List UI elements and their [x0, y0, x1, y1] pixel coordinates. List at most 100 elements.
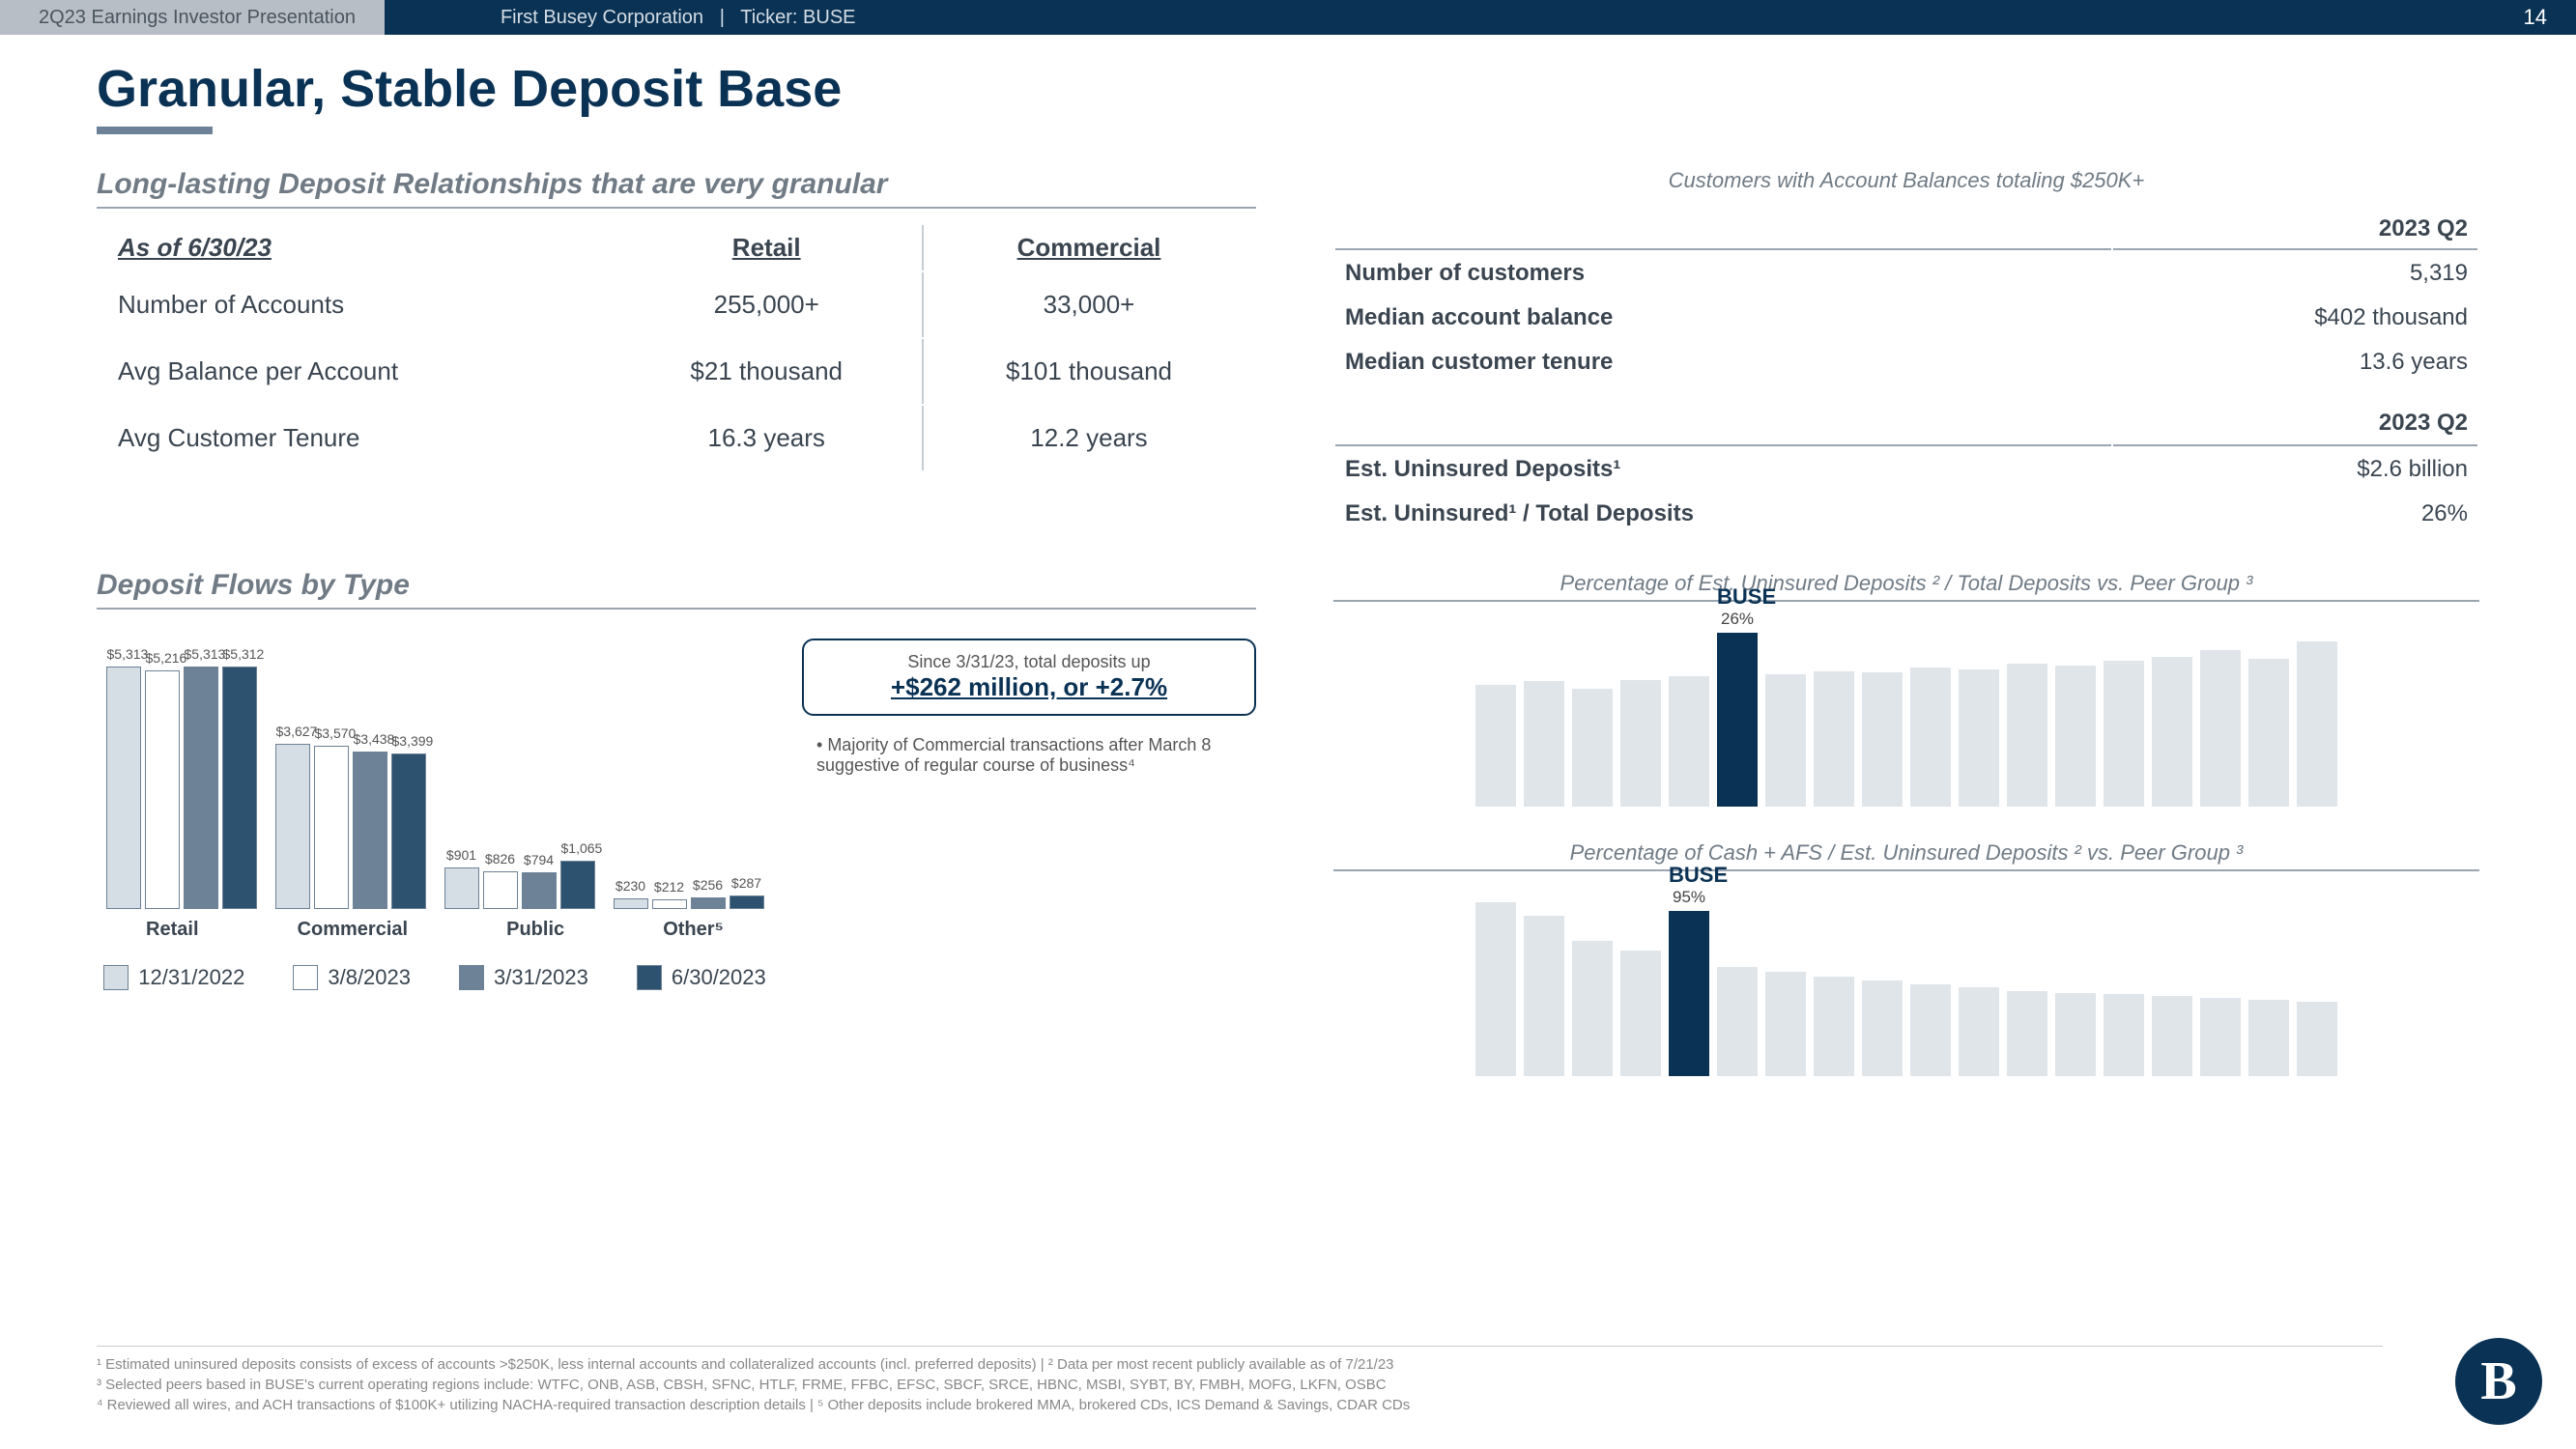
- row-retail: $21 thousand: [613, 339, 920, 404]
- row-label: Avg Customer Tenure: [99, 406, 611, 470]
- legend-label: 6/30/2023: [672, 965, 766, 990]
- peer-bar: [2055, 993, 2096, 1076]
- metric-label: Est. Uninsured Deposits¹: [1335, 448, 2111, 491]
- peer-bar: [1765, 972, 1806, 1076]
- q2-header-2: 2023 Q2: [2113, 385, 2477, 446]
- left-column: Long-lasting Deposit Relationships that …: [97, 168, 1256, 1076]
- bar-group: $230$212$256$287: [614, 895, 764, 909]
- q2-header-1: 2023 Q2: [2113, 210, 2477, 250]
- peer-bar: BUSE26%: [1717, 633, 1758, 807]
- metric-label: Number of customers: [1335, 252, 2111, 295]
- bar: $826: [483, 871, 518, 909]
- metric-label: Median account balance: [1335, 297, 2111, 339]
- logo-icon: B: [2455, 1338, 2542, 1425]
- legend-item: 6/30/2023: [637, 965, 766, 990]
- as-of-header: As of 6/30/23: [99, 225, 611, 270]
- bar-value-label: $3,399: [392, 733, 425, 749]
- group-label: Retail: [146, 919, 198, 941]
- metric-value: 26%: [2113, 493, 2477, 535]
- bar: $794: [522, 872, 557, 909]
- bar-value-label: $1,065: [561, 840, 594, 856]
- bar-value-label: $794: [523, 852, 556, 867]
- peer-chart-1: BUSE26%: [1333, 613, 2479, 807]
- bar: $5,313: [106, 667, 141, 909]
- legend-swatch: [103, 965, 129, 990]
- peer-bar: [1572, 941, 1613, 1076]
- peer-bar: [1814, 671, 1854, 807]
- company-name: First Busey Corporation: [501, 7, 703, 28]
- bar: $3,570: [314, 746, 349, 909]
- peer-bar: [2152, 996, 2192, 1076]
- peer-bar: [2104, 661, 2144, 807]
- bar: $3,627: [275, 744, 310, 909]
- chart-legend: 12/31/20223/8/20233/31/20236/30/2023: [97, 965, 773, 990]
- footnotes: ¹ Estimated uninsured deposits consists …: [97, 1346, 2383, 1415]
- callout-top: Since 3/31/23, total deposits up: [833, 652, 1225, 672]
- bar-group: $5,313$5,216$5,313$5,312: [106, 667, 257, 909]
- metric-value: 5,319: [2113, 252, 2477, 295]
- bar-value-label: $901: [445, 847, 478, 863]
- bar-value-label: $826: [484, 851, 517, 867]
- note-text: Majority of Commercial transactions afte…: [816, 735, 1211, 775]
- relationships-table: As of 6/30/23 Retail Commercial Number o…: [97, 223, 1256, 472]
- bar: $1,065: [560, 861, 595, 909]
- retail-header: Retail: [613, 225, 920, 270]
- legend-swatch: [459, 965, 484, 990]
- group-label: Public: [506, 919, 564, 941]
- bar: $901: [444, 867, 479, 909]
- row-commercial: 12.2 years: [922, 406, 1254, 470]
- bar-value-label: $5,312: [223, 646, 256, 662]
- bar: $256: [691, 897, 726, 909]
- peer-bar: [1910, 668, 1951, 807]
- title-underline: [97, 127, 213, 134]
- peer-bar: [2297, 641, 2337, 807]
- header-left: 2Q23 Earnings Investor Presentation: [0, 0, 385, 35]
- peer-bar: [1717, 967, 1758, 1076]
- bar-group: $901$826$794$1,065: [444, 861, 595, 909]
- bar-group: $3,627$3,570$3,438$3,399: [275, 744, 426, 909]
- legend-label: 12/31/2022: [138, 965, 244, 990]
- peer-bar: [1475, 902, 1516, 1076]
- flow-chart-area: $5,313$5,216$5,313$5,312$3,627$3,570$3,4…: [97, 639, 1256, 990]
- relationships-title: Long-lasting Deposit Relationships that …: [97, 168, 1256, 209]
- peer-bar: [1959, 669, 1999, 807]
- right-column: Customers with Account Balances totaling…: [1333, 168, 2479, 1076]
- bar-value-label: $3,438: [354, 731, 386, 747]
- buse-label: BUSE: [1717, 584, 1758, 610]
- flow-side-notes: Since 3/31/23, total deposits up +$262 m…: [802, 639, 1256, 990]
- row-label: Avg Balance per Account: [99, 339, 611, 404]
- peer-bar: [2007, 664, 2047, 807]
- bar: $287: [730, 895, 764, 909]
- peer2-title: Percentage of Cash + AFS / Est. Uninsure…: [1333, 840, 2479, 871]
- metric-value: $402 thousand: [2113, 297, 2477, 339]
- peer-bar: [1669, 676, 1709, 807]
- peer-bar: [2200, 650, 2241, 807]
- customers-table: 2023 Q2 Number of customers5,319Median a…: [1333, 208, 2479, 537]
- flows-title: Deposit Flows by Type: [97, 569, 1256, 610]
- peer-bar: [2104, 994, 2144, 1076]
- peer-bar: [2055, 666, 2096, 807]
- row-retail: 255,000+: [613, 272, 920, 337]
- peer-bar: [1910, 984, 1951, 1076]
- bar-value-label: $212: [653, 879, 686, 895]
- row-commercial: 33,000+: [922, 272, 1254, 337]
- page-number: 14: [2524, 5, 2547, 30]
- bar-value-label: $5,216: [146, 650, 179, 666]
- page-title: Granular, Stable Deposit Base: [97, 59, 2576, 119]
- bar: $230: [614, 898, 648, 909]
- bar-value-label: $3,570: [315, 725, 348, 741]
- peer-bar: BUSE95%: [1669, 911, 1709, 1076]
- metric-label: Est. Uninsured¹ / Total Deposits: [1335, 493, 2111, 535]
- peer-bar: [2248, 659, 2289, 807]
- peer-bar: [2007, 991, 2047, 1076]
- buse-label: BUSE: [1669, 863, 1709, 888]
- bar-chart: $5,313$5,216$5,313$5,312$3,627$3,570$3,4…: [97, 639, 773, 990]
- peer-chart-2: BUSE95%: [1333, 883, 2479, 1076]
- peer-bar: [1862, 672, 1903, 807]
- group-label: Commercial: [298, 919, 409, 941]
- bar: $5,313: [184, 667, 218, 909]
- ticker-label: Ticker: BUSE: [740, 7, 855, 28]
- deposit-flows-section: Deposit Flows by Type $5,313$5,216$5,313…: [97, 569, 1256, 990]
- peer-bar: [2297, 1002, 2337, 1076]
- bar-value-label: $5,313: [107, 646, 140, 662]
